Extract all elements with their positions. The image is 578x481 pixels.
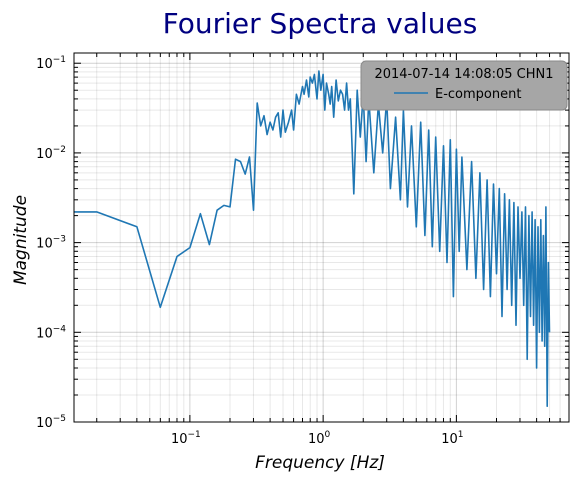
series-layer — [74, 70, 551, 408]
x-tick-label: 100 — [308, 430, 331, 447]
grid — [74, 53, 570, 423]
series-line-e-component — [74, 70, 551, 408]
legend-title: 2014-07-14 14:08:05 CHN1 — [374, 67, 553, 82]
y-tick-label: 10−4 — [36, 324, 66, 341]
x-tick-base: 10 — [441, 432, 458, 447]
x-axis-label: Frequency [Hz] — [255, 453, 385, 473]
y-tick-exp: −4 — [53, 324, 67, 334]
y-tick-label: 10−3 — [36, 235, 66, 252]
x-tick-exp: 0 — [325, 430, 331, 440]
y-tick-base: 10 — [36, 416, 53, 431]
y-tick-label: 10−2 — [36, 145, 66, 162]
x-tick-base: 10 — [171, 432, 188, 447]
legend-box — [360, 60, 568, 111]
y-tick-base: 10 — [36, 57, 53, 72]
y-tick-exp: −2 — [53, 145, 66, 155]
y-tick-base: 10 — [36, 237, 53, 252]
y-tick-exp: −5 — [53, 414, 66, 424]
x-tick-label: 10−1 — [171, 430, 201, 447]
y-axis-label: Magnitude — [11, 195, 31, 285]
x-tick-label: 101 — [441, 430, 463, 447]
y-tick-exp: −1 — [53, 55, 66, 65]
legend: 2014-07-14 14:08:05 CHN1 E-component — [360, 60, 568, 111]
plot-frame — [73, 52, 570, 423]
x-tick-exp: −1 — [188, 430, 201, 440]
x-tick-base: 10 — [308, 432, 325, 447]
x-tick-exp: 1 — [458, 430, 464, 440]
y-tick-label: 10−5 — [36, 414, 66, 431]
y-tick-label: 10−1 — [36, 55, 66, 72]
chart-title: Fourier Spectra values — [163, 7, 478, 40]
y-tick-base: 10 — [36, 147, 53, 162]
y-tick-exp: −3 — [53, 235, 66, 245]
legend-label-e-component: E-component — [435, 87, 521, 102]
y-tick-base: 10 — [36, 326, 53, 341]
